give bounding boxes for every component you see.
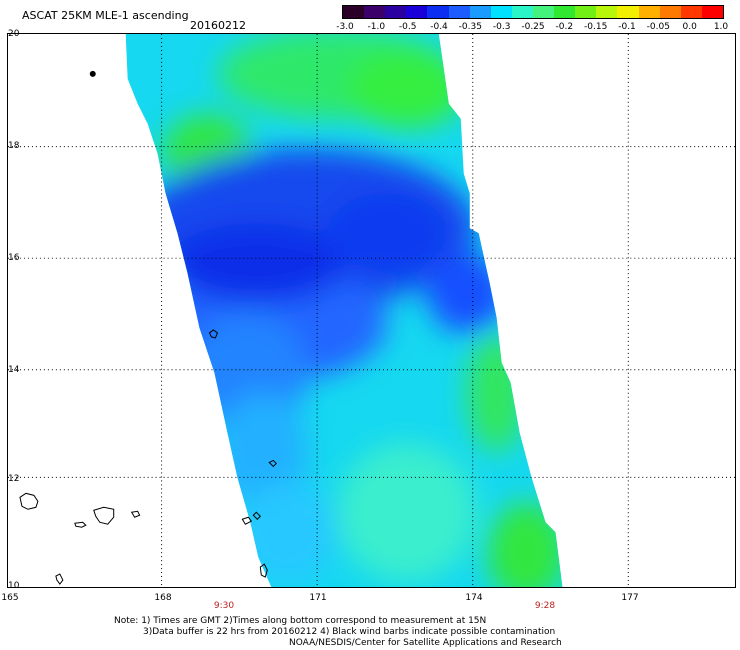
colorbar-tick-label: -1.0	[367, 22, 386, 32]
colorbar-tick-label: -0.15	[584, 22, 608, 32]
lon-label-174: 174	[465, 593, 483, 603]
footer-credit: NOAA/NESDIS/Center for Satellite Applica…	[289, 638, 562, 648]
colorbar-tick-label: -0.5	[398, 22, 417, 32]
lat-label-10: 10	[8, 581, 20, 591]
colorbar-swatch	[532, 6, 555, 18]
colorbar-swatch	[469, 6, 491, 18]
lon-label-171: 171	[309, 593, 327, 603]
colorbar-tick-label: -0.05	[646, 22, 670, 32]
lat-label-16: 16	[8, 253, 20, 263]
lat-label-18: 18	[8, 141, 20, 151]
map-title: ASCAT 25KM MLE-1 ascending	[22, 9, 189, 22]
data-swath	[125, 34, 563, 587]
colorbar-swatch	[406, 6, 428, 18]
colorbar	[342, 5, 724, 19]
lon-label-177: 177	[621, 593, 639, 603]
lon-label-165: 165	[1, 593, 19, 603]
lat-label-12: 12	[8, 474, 20, 484]
colorbar-swatch	[701, 6, 723, 18]
colorbar-swatch	[511, 6, 533, 18]
colorbar-swatch	[364, 6, 386, 18]
footer-note-1: Note: 1) Times are GMT 2)Times along bot…	[114, 616, 487, 626]
colorbar-swatch	[554, 6, 576, 18]
colorbar-tick-label: 1.0	[713, 22, 729, 32]
lat-label-14: 14	[8, 365, 20, 375]
colorbar-tick-label: -0.1	[618, 22, 636, 32]
colorbar-swatch	[427, 6, 449, 18]
colorbar-tick-label: -0.4	[430, 22, 448, 32]
lon-label-168: 168	[154, 593, 172, 603]
map-plot-area	[7, 33, 736, 588]
colorbar-tick-label: -0.35	[458, 22, 482, 32]
swath-svg	[8, 34, 735, 587]
colorbar-swatch	[385, 6, 407, 18]
colorbar-tick-label: -0.2	[555, 22, 574, 32]
colorbar-swatch	[659, 6, 681, 18]
colorbar-tick-label: 0.0	[682, 22, 697, 32]
colorbar-swatch	[490, 6, 512, 18]
graticule	[8, 34, 735, 587]
colorbar-swatch	[448, 6, 470, 18]
time-label-right: 9:28	[534, 601, 556, 611]
colorbar-tick-label: -0.25	[521, 22, 545, 32]
colorbar-tick-label: -0.3	[492, 22, 511, 32]
colorbar-swatch	[575, 6, 597, 18]
coastlines	[19, 70, 277, 585]
footer-note-2: 3)Data buffer is 22 hrs from 20160212 4)…	[143, 627, 556, 637]
colorbar-swatch	[343, 6, 365, 18]
colorbar-swatch	[680, 6, 702, 18]
lat-label-20: 20	[8, 29, 20, 39]
time-label-left: 9:30	[213, 601, 235, 611]
colorbar-swatch	[638, 6, 660, 18]
colorbar-tick-label: -3.0	[336, 22, 354, 32]
map-date: 20160212	[190, 19, 246, 32]
colorbar-swatch	[596, 6, 618, 18]
colorbar-swatch	[617, 6, 639, 18]
